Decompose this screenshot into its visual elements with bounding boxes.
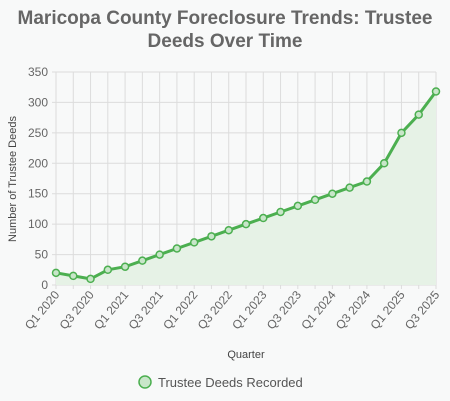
x-axis-title: Quarter — [227, 349, 265, 361]
data-point[interactable] — [293, 201, 303, 211]
x-tick-label: Q3 2022 — [195, 288, 236, 333]
x-tick-label: Q3 2025 — [402, 288, 443, 333]
data-point[interactable] — [224, 225, 233, 235]
data-points — [51, 87, 441, 284]
legend-marker[interactable] — [138, 375, 152, 389]
y-tick-label: 300 — [28, 95, 48, 109]
data-point[interactable] — [103, 265, 113, 275]
legend-label[interactable]: Trustee Deeds Recorded — [158, 375, 303, 390]
data-point[interactable] — [51, 268, 61, 278]
x-tick-label: Q3 2021 — [126, 288, 167, 333]
x-tick-label: Q3 2020 — [57, 288, 98, 333]
x-tick-label: Q1 2022 — [160, 288, 201, 333]
y-tick-label: 50 — [35, 248, 49, 262]
y-tick-label: 0 — [41, 278, 48, 292]
data-point[interactable] — [189, 238, 199, 247]
x-tick-label: Q1 2020 — [22, 288, 63, 333]
data-point[interactable] — [86, 274, 95, 284]
data-point[interactable] — [431, 87, 441, 96]
data-point[interactable] — [276, 207, 285, 217]
x-tick-label: Q1 2023 — [229, 288, 270, 333]
data-point[interactable] — [241, 219, 251, 229]
data-point[interactable] — [138, 256, 147, 265]
data-point[interactable] — [259, 213, 268, 223]
data-point[interactable] — [155, 250, 164, 259]
y-tick-label: 250 — [28, 126, 48, 140]
chart-title-line-2: Deeds Over Time — [148, 31, 303, 52]
data-point[interactable] — [345, 183, 354, 192]
data-point[interactable] — [207, 232, 216, 241]
y-tick-labels: 0 50 100 150 200 250 300 350 — [28, 65, 48, 292]
data-point[interactable] — [69, 271, 78, 281]
legend[interactable]: Trustee Deeds Recorded — [138, 375, 303, 390]
y-tick-label: 350 — [28, 65, 48, 79]
y-axis-title: Number of Trustee Deeds — [7, 116, 19, 242]
data-point[interactable] — [120, 262, 130, 271]
data-point[interactable] — [362, 177, 372, 186]
data-point[interactable] — [379, 159, 389, 168]
data-point[interactable] — [414, 110, 423, 119]
data-point[interactable] — [328, 189, 337, 198]
chart-title-line-1: Maricopa County Foreclosure Trends: Trus… — [18, 8, 433, 29]
x-tick-label: Q1 2025 — [367, 288, 408, 333]
data-point[interactable] — [310, 195, 320, 205]
data-point[interactable] — [397, 128, 406, 138]
x-tick-label: Q1 2021 — [91, 288, 132, 333]
area-fill — [56, 91, 436, 285]
x-tick-label: Q3 2024 — [333, 288, 374, 333]
data-point[interactable] — [172, 244, 182, 253]
x-tick-label: Q3 2023 — [264, 288, 305, 333]
y-tick-label: 150 — [28, 187, 48, 201]
y-tick-label: 200 — [28, 156, 48, 170]
x-tick-label: Q1 2024 — [298, 288, 339, 333]
y-tick-label: 100 — [28, 217, 48, 231]
